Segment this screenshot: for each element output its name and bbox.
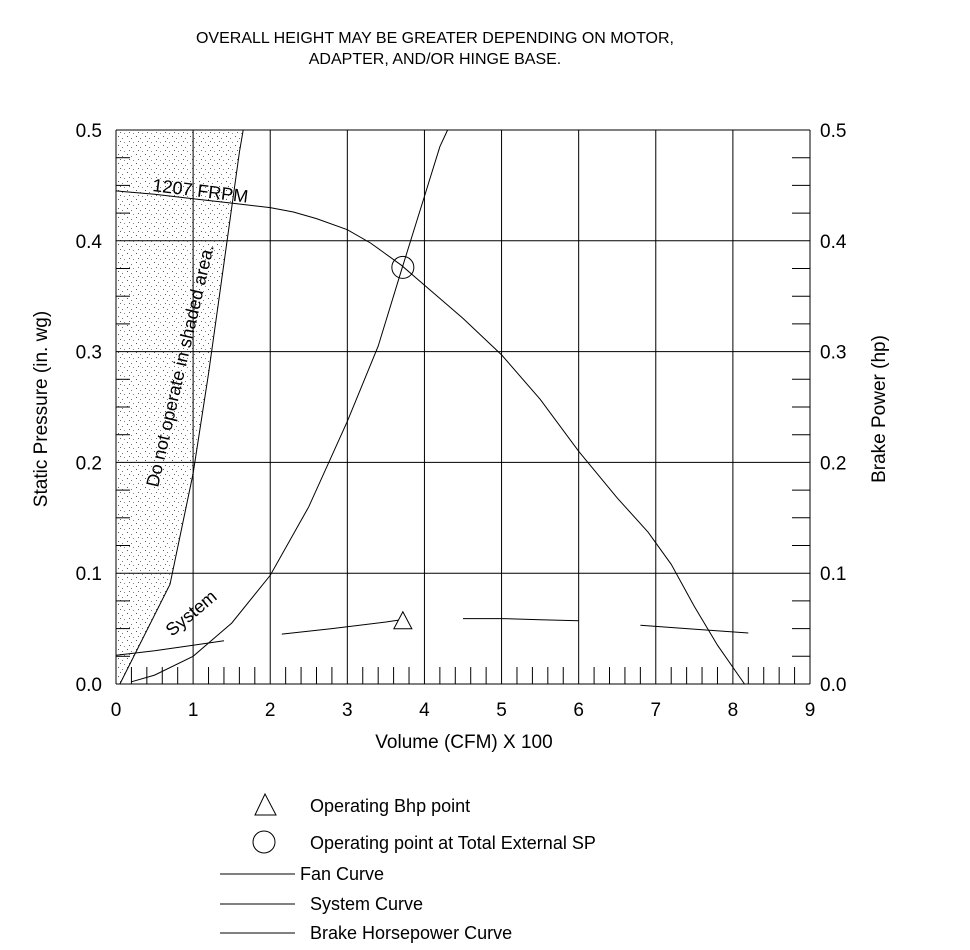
y-left-tick-label: 0.3: [76, 343, 102, 364]
note-line-1: OVERALL HEIGHT MAY BE GREATER DEPENDING …: [196, 30, 674, 47]
x-tick-label: 7: [650, 700, 661, 721]
legend-label-operating-point: Operating point at Total External SP: [310, 833, 596, 853]
y-axis-title-right: Brake Power (hp): [869, 335, 890, 483]
x-tick-label: 8: [728, 700, 739, 721]
bhp-curve-segment: [115, 640, 225, 656]
shaded-region: [116, 130, 244, 684]
x-tick-label: 0: [111, 700, 122, 721]
y-left-tick-label: 0.4: [76, 232, 103, 253]
y-right-tick-label: 0.5: [820, 121, 846, 142]
y-right-tick-label: 0.2: [820, 453, 846, 474]
legend-label-bhp-point: Operating Bhp point: [310, 796, 470, 816]
y-right-tick-label: 0.4: [820, 232, 847, 253]
y-axis-title-left: Static Pressure (in. wg): [31, 311, 52, 507]
operating-point-marker: [391, 255, 415, 279]
legend: Operating Bhp point Operating point at T…: [220, 792, 596, 943]
legend-label-bhp-curve: Brake Horsepower Curve: [310, 923, 512, 943]
shaded-boundary-line: [119, 129, 244, 685]
bhp-curve-segment: [463, 618, 579, 622]
bhp-curve-segment: [281, 619, 402, 635]
bhp-curve-segment: [640, 624, 749, 634]
legend-triangle-icon: [254, 792, 277, 816]
operating-bhp-marker: [393, 610, 413, 630]
legend-circle-icon: [252, 830, 276, 854]
x-tick-label: 1: [188, 700, 199, 721]
system-curve: [131, 129, 449, 683]
x-tick-label: 6: [573, 700, 584, 721]
legend-label-system-curve: System Curve: [310, 894, 423, 914]
x-tick-label: 4: [419, 700, 430, 721]
x-tick-label: 2: [265, 700, 276, 721]
legend-label-fan-curve: Fan Curve: [300, 864, 384, 884]
y-left-tick-label: 0.1: [76, 564, 102, 585]
y-right-tick-label: 0.3: [820, 343, 846, 364]
y-left-tick-label: 0.0: [76, 675, 102, 696]
system-curve-label: System: [162, 586, 221, 640]
y-left-tick-label: 0.5: [76, 121, 102, 142]
y-left-tick-label: 0.2: [76, 453, 102, 474]
x-tick-label: 5: [496, 700, 507, 721]
fan-curve: [115, 190, 745, 685]
x-tick-label: 3: [342, 700, 353, 721]
x-tick-label: 9: [805, 700, 816, 721]
y-right-tick-label: 0.1: [820, 564, 846, 585]
note-line-2: ADAPTER, AND/OR HINGE BASE.: [309, 51, 562, 68]
x-axis-title: Volume (CFM) X 100: [375, 732, 552, 753]
y-right-tick-label: 0.0: [820, 675, 846, 696]
